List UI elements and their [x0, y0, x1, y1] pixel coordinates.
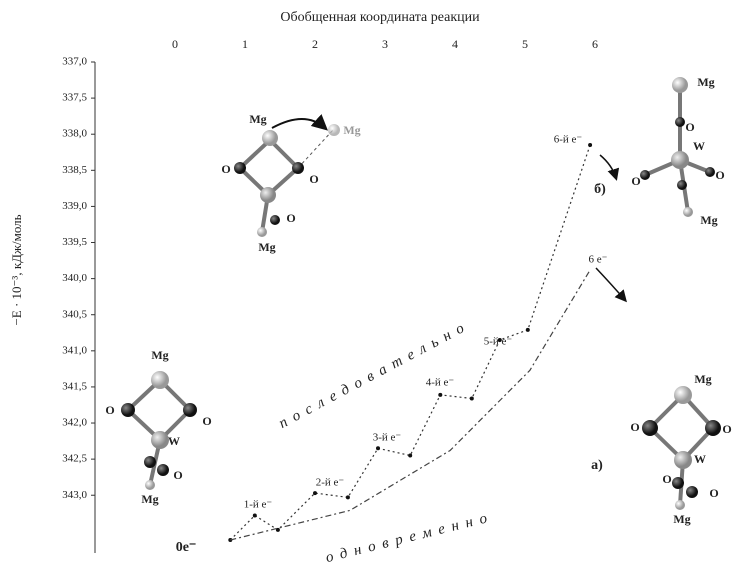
data-point: [253, 513, 257, 517]
annotation: 0e⁻: [176, 540, 197, 555]
x-tick-label: 4: [452, 37, 458, 51]
annotation: 2-й e⁻: [316, 477, 345, 489]
atom-label: O: [722, 422, 731, 436]
data-point: [470, 396, 474, 400]
atom-label: O: [173, 468, 182, 482]
atom-label: Mg: [673, 512, 690, 526]
y-tick-label: 339,0: [62, 200, 87, 212]
atom-label: O: [630, 420, 639, 434]
atom-label: O: [685, 120, 694, 134]
chart: Обобщенная координата реакции −E · 10⁻³,…: [0, 0, 733, 572]
data-point: [438, 393, 442, 397]
annotation: б): [594, 182, 606, 197]
series-line: [230, 145, 590, 540]
annotation: 5-й e⁻: [484, 336, 513, 348]
atom-label: O: [286, 211, 295, 225]
atom-label: O: [631, 174, 640, 188]
atom-label: Mg: [141, 492, 158, 506]
atom-label: Mg: [151, 348, 168, 362]
molecules: [121, 77, 721, 510]
annotation: 4-й e⁻: [426, 377, 455, 389]
atom-label: Mg: [343, 123, 360, 137]
y-tick-label: 342,0: [62, 417, 87, 429]
x-tick-label: 1: [242, 37, 248, 51]
x-tick-label: 3: [382, 37, 388, 51]
x-tick-label: 5: [522, 37, 528, 51]
y-tick-label: 339,5: [62, 236, 87, 248]
y-tick-label: 340,0: [62, 272, 87, 284]
y-tick-label: 338,5: [62, 164, 87, 176]
data-point: [313, 491, 317, 495]
atom-label: O: [709, 486, 718, 500]
y-tick-label: 337,5: [62, 92, 87, 104]
y-tick-label: 337,0: [62, 56, 87, 68]
atom-label: O: [715, 168, 724, 182]
atom-label: Mg: [258, 240, 275, 254]
y-tick-label: 342,5: [62, 453, 87, 465]
atom-label: O: [202, 414, 211, 428]
y-tick-label: 341,5: [62, 380, 87, 392]
chart-title: Обобщенная координата реакции: [280, 10, 480, 25]
x-tick-label: 0: [172, 37, 178, 51]
atom-label: Mg: [249, 112, 266, 126]
y-tick-label: 340,5: [62, 308, 87, 320]
annotation: 6-й e⁻: [554, 134, 583, 146]
atom-label: W: [168, 434, 180, 448]
data-point: [588, 143, 592, 147]
annotation: 6 e⁻: [589, 254, 608, 266]
atom-label: O: [105, 403, 114, 417]
data-point: [346, 495, 350, 499]
y-tick-label: 341,0: [62, 344, 87, 356]
atom-label: W: [694, 452, 706, 466]
y-axis-label: −E · 10⁻³, кДж/моль: [9, 214, 24, 325]
annotation: 1-й e⁻: [244, 499, 273, 511]
series-line: [230, 270, 590, 540]
data-point: [526, 328, 530, 332]
atom-label: Mg: [694, 372, 711, 386]
x-tick-label: 6: [592, 37, 598, 51]
x-tick-label: 2: [312, 37, 318, 51]
atom-label: W: [693, 139, 705, 153]
y-tick-label: 343,0: [62, 489, 87, 501]
atom-label: O: [221, 162, 230, 176]
atom-label: Mg: [700, 213, 717, 227]
curve-label: одновременно: [324, 509, 495, 566]
curve-label: последовательно: [276, 317, 473, 432]
data-point: [408, 454, 412, 458]
atom-label: Mg: [697, 75, 714, 89]
atom-label: O: [662, 472, 671, 486]
annotation: 3-й e⁻: [373, 432, 402, 444]
data-point: [376, 446, 380, 450]
y-tick-label: 338,0: [62, 128, 87, 140]
annotation: а): [591, 458, 603, 473]
atom-label: O: [309, 172, 318, 186]
